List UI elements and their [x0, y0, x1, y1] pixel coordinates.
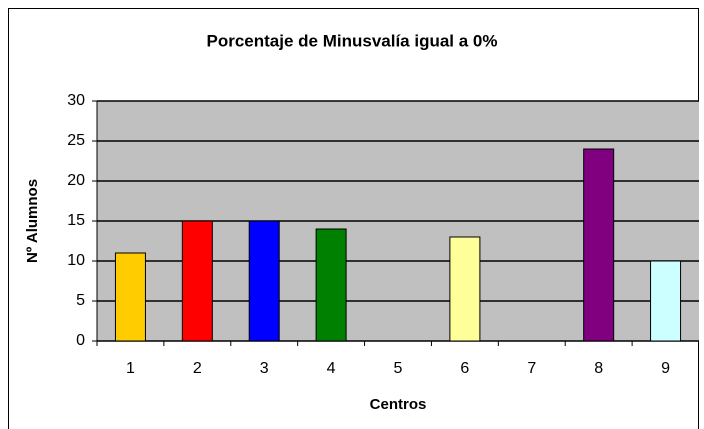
x-tick-label: 1	[126, 360, 135, 377]
x-tick-label: 5	[394, 360, 403, 377]
x-tick-label: 3	[260, 360, 269, 377]
bar	[315, 228, 347, 342]
x-axis-label: Centros	[370, 396, 427, 413]
x-tick-label: 2	[193, 360, 202, 377]
bar	[650, 260, 682, 342]
x-tick-label: 6	[460, 360, 469, 377]
y-axis-label: Nº Alumnos	[24, 179, 41, 263]
bar	[114, 252, 146, 342]
x-tick-label: 4	[327, 360, 336, 377]
bar	[583, 148, 615, 342]
bar	[449, 236, 481, 342]
y-tick-label: 0	[76, 332, 85, 349]
x-tick-label: 9	[661, 360, 670, 377]
y-tick-label: 5	[76, 292, 85, 309]
bar	[181, 220, 213, 342]
y-tick-label: 30	[67, 92, 85, 109]
y-tick-label: 25	[67, 132, 85, 149]
chart-title: Porcentaje de Minusvalía igual a 0%	[207, 31, 498, 50]
x-tick-label: 8	[594, 360, 603, 377]
y-tick-label: 20	[67, 172, 85, 189]
y-tick-label: 15	[67, 212, 85, 229]
bar	[248, 220, 280, 342]
x-tick-label: 7	[527, 360, 536, 377]
y-tick-label: 10	[67, 252, 85, 269]
